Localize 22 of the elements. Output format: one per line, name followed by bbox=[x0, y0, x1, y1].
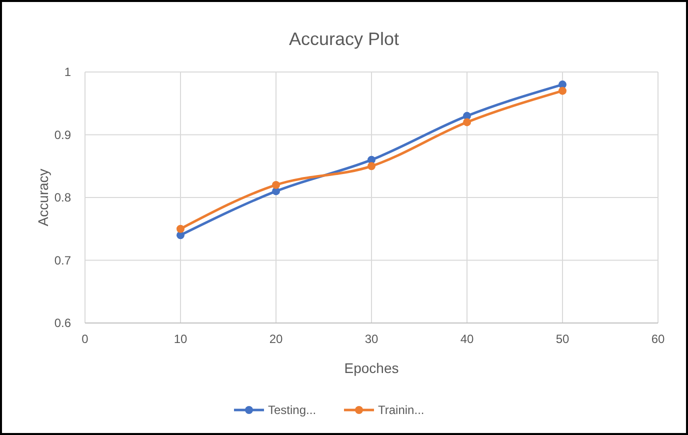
x-tick-label: 10 bbox=[174, 332, 188, 346]
legend-label: Testing... bbox=[268, 403, 316, 417]
y-tick-label: 1 bbox=[64, 65, 72, 79]
y-tick-label: 0.8 bbox=[54, 190, 72, 204]
point bbox=[272, 180, 280, 189]
x-tick-label: 60 bbox=[651, 332, 665, 346]
point bbox=[368, 162, 376, 170]
x-tick-label: 0 bbox=[82, 332, 89, 346]
point bbox=[558, 86, 566, 95]
point bbox=[463, 118, 471, 126]
x-tick-label: 30 bbox=[364, 332, 378, 346]
x-tick-label: 40 bbox=[460, 332, 474, 346]
x-axis-title: Epoches bbox=[344, 360, 399, 376]
legend-label: Trainin... bbox=[378, 403, 424, 417]
y-axis-title: Accuracy bbox=[35, 168, 51, 226]
chart-title: Accuracy Plot bbox=[288, 29, 400, 49]
x-tick-label: 20 bbox=[269, 332, 283, 346]
y-tick-label: 0.9 bbox=[54, 128, 72, 142]
point bbox=[176, 224, 184, 233]
y-tick-label: 0.7 bbox=[54, 253, 72, 268]
x-tick-label: 50 bbox=[556, 332, 570, 346]
y-tick-label: 0.6 bbox=[54, 316, 72, 330]
